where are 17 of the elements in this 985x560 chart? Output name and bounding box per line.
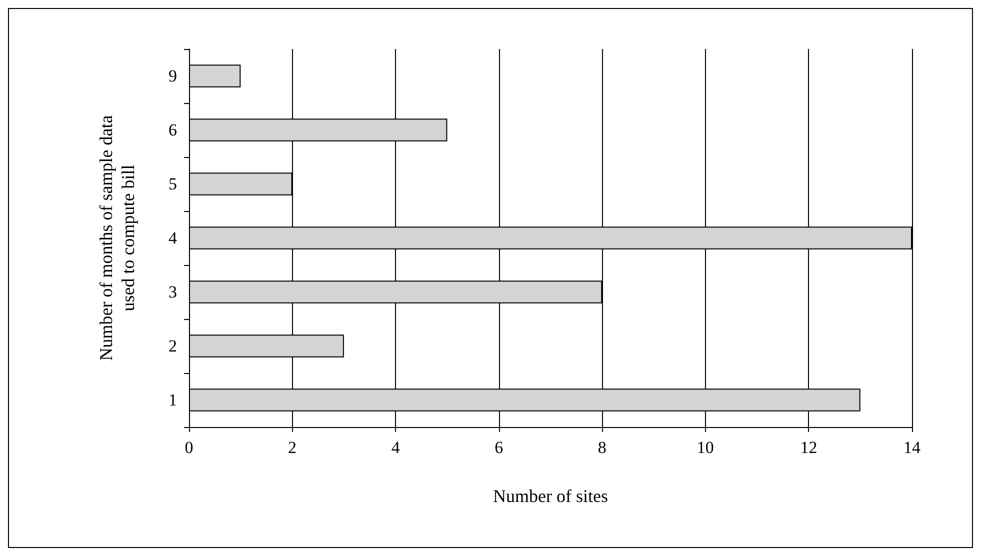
x-tick-label: 8 xyxy=(598,438,606,457)
x-tick-label: 10 xyxy=(696,438,714,457)
y-tick-label: 4 xyxy=(168,228,178,248)
y-tick-label: 5 xyxy=(168,174,177,194)
x-tick-label: 14 xyxy=(904,438,921,457)
y-tick-label: 6 xyxy=(168,120,177,140)
x-tick-label: 6 xyxy=(494,438,504,457)
x-tick-label: 2 xyxy=(288,438,297,457)
y-axis-title: Number of months of sample data used to compute bill xyxy=(96,115,138,361)
y-tick-label: 9 xyxy=(168,66,177,86)
x-axis-title: Number of sites xyxy=(493,486,608,506)
y-tick-label: 3 xyxy=(168,282,177,302)
y-tick-label: 2 xyxy=(168,336,177,356)
x-tick-label: 0 xyxy=(184,438,194,457)
x-tick-label: 4 xyxy=(391,438,400,457)
y-tick-label: 1 xyxy=(168,390,177,410)
x-tick-label: 12 xyxy=(800,438,818,457)
